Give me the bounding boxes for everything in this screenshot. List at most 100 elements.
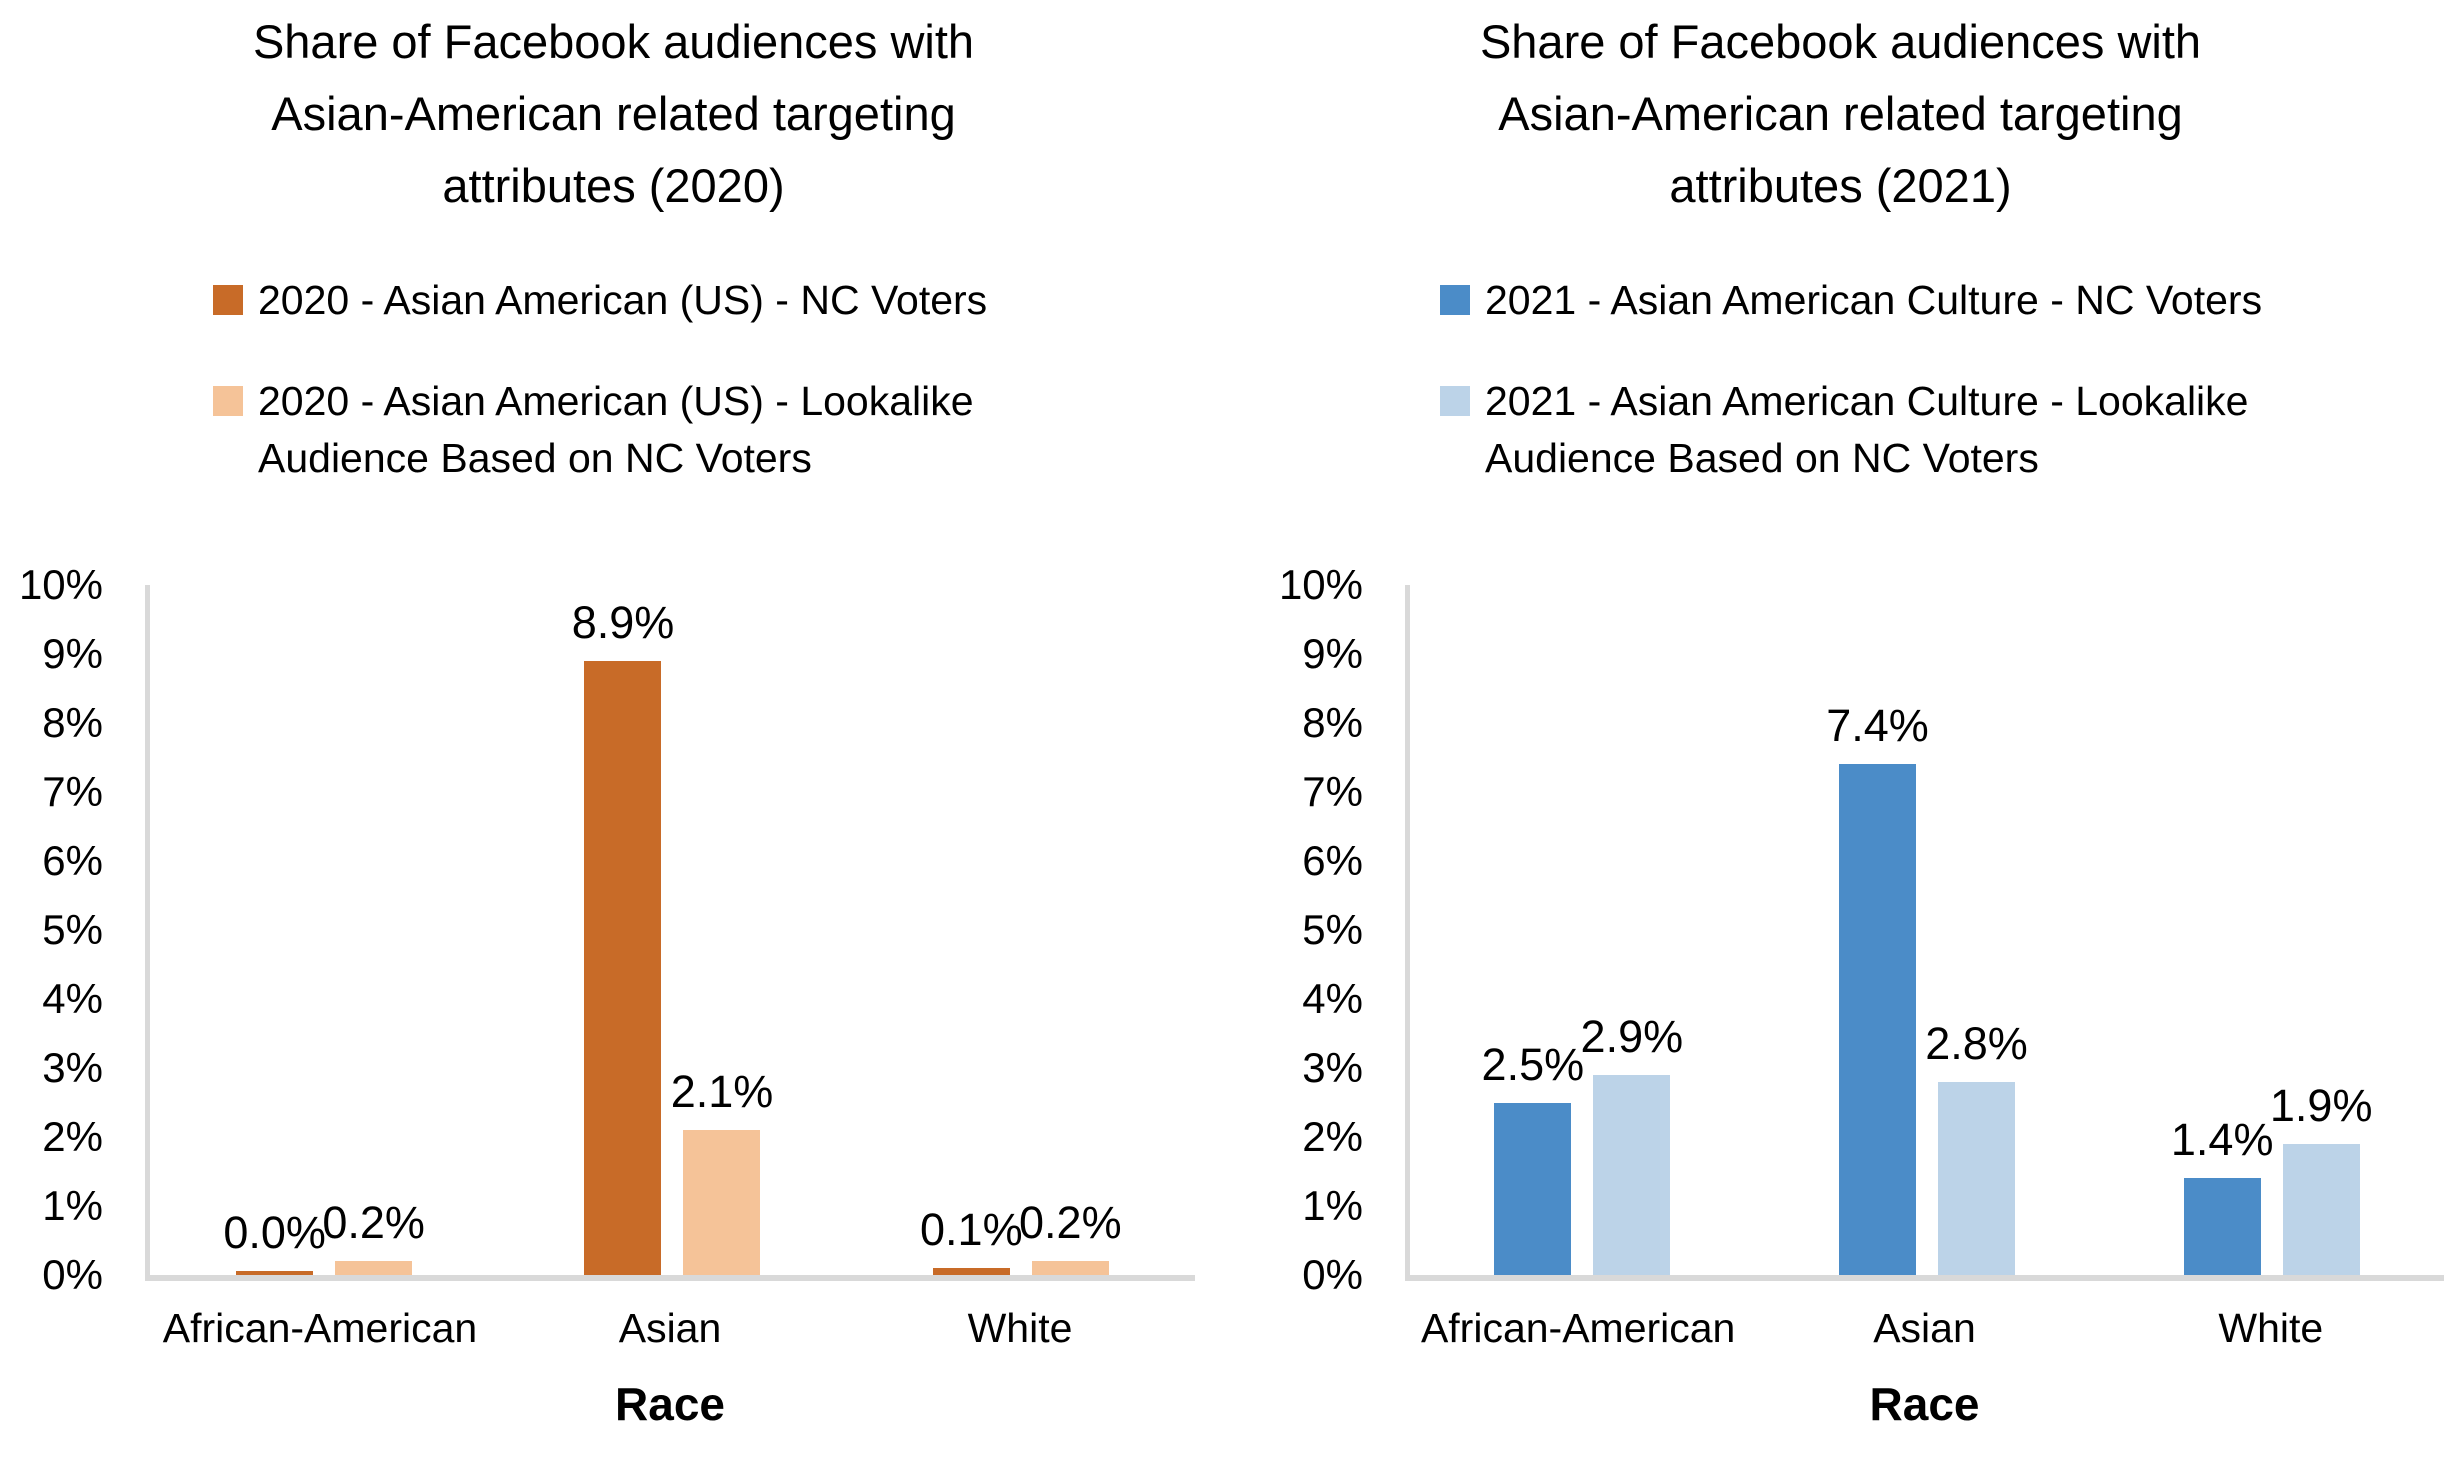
y-tick-label: 0% <box>42 1251 103 1298</box>
bar-value-label: 2.9% <box>1580 1010 1684 1062</box>
y-tick-label: 6% <box>1302 837 1363 884</box>
chart-2021: Share of Facebook audiences with Asian-Am… <box>1227 0 2454 1458</box>
x-axis-title-row: Race <box>0 1353 1227 1433</box>
y-tick-label: 10% <box>18 561 103 608</box>
gutter-spacer <box>1227 1353 1405 1433</box>
y-tick-label: 0% <box>1302 1251 1363 1298</box>
plot-area: 0.0% 0.2% 8.9% 2.1% 0.1% 0.2% <box>145 585 1195 1281</box>
chart-title-line: Asian-American related targeting <box>271 87 956 140</box>
x-axis-title-row: Race <box>1227 1353 2454 1433</box>
bar-value-label: 2.8% <box>1925 1017 2028 1069</box>
y-axis: 0% 1% 2% 3% 4% 5% 6% 7% 8% 9% 10% <box>0 561 145 1298</box>
y-tick-label: 2% <box>42 1113 103 1160</box>
legend-label-line: Audience Based on NC Voters <box>1485 435 2039 481</box>
bar-value-label: 2.1% <box>670 1066 774 1118</box>
bar-series2-white: 1.9% <box>2270 1081 2372 1275</box>
bar-value-label: 1.4% <box>2170 1114 2274 1166</box>
bar-value-label: 1.9% <box>2269 1079 2373 1131</box>
x-axis-title: Race <box>615 1378 725 1430</box>
chart-title: Share of Facebook audiences with Asian-Am… <box>1227 6 2454 222</box>
bar-series1-white: 1.4% <box>2171 1116 2273 1275</box>
y-tick-label: 3% <box>1302 1044 1363 1091</box>
legend-item: 2020 - Asian American (US) - Lookalike Au… <box>213 373 1227 487</box>
bar-series2-white: 0.2% <box>1019 1199 1122 1275</box>
bar-value-label: 0.2% <box>322 1197 425 1249</box>
y-tick-label: 5% <box>42 906 103 953</box>
legend-item: 2021 - Asian American Culture - NC Voter… <box>1440 272 2454 329</box>
bar-series1-african-american: 0.0% <box>223 1209 326 1275</box>
y-tick-label: 1% <box>1302 1182 1363 1229</box>
legend-label-line: Audience Based on NC Voters <box>258 435 812 481</box>
bar-group-asian: 7.4% 2.8% <box>1755 585 2100 1275</box>
x-category-label: Asian <box>1873 1305 1976 1351</box>
legend-swatch-icon <box>1440 386 1470 416</box>
plot-row: 0% 1% 2% 3% 4% 5% 6% 7% 8% 9% 10% 0.0% 0.2% 8.9% 2.1%… <box>0 561 1227 1298</box>
bar-value-label: 0.0% <box>223 1207 326 1258</box>
legend-swatch-icon <box>1440 285 1470 315</box>
bar-series2-african-american: 0.2% <box>322 1199 425 1275</box>
chart-2020: Share of Facebook audiences with Asian-Am… <box>0 6 1227 1433</box>
x-axis-labels: African-American Asian White <box>1405 1303 2444 1353</box>
y-tick-label: 6% <box>42 837 103 884</box>
legend-label: 2020 - Asian American (US) - Lookalike Au… <box>258 373 974 487</box>
x-axis-labels-row: African-American Asian White <box>1227 1281 2454 1353</box>
bar-series1-asian: 7.4% <box>1826 702 1929 1275</box>
y-tick-label: 9% <box>42 630 103 677</box>
bar-value-label: 7.4% <box>1826 700 1929 752</box>
x-category-label: Asian <box>618 1305 722 1351</box>
x-category-label: African-American <box>162 1305 478 1351</box>
y-tick-label: 4% <box>42 975 103 1022</box>
bar-group-african-american: 0.0% 0.2% <box>150 585 498 1275</box>
bar-series1-african-american: 2.5% <box>1482 1040 1584 1275</box>
y-tick-label: 8% <box>42 699 103 746</box>
bar-value-label: 0.1% <box>920 1204 1023 1256</box>
chart-title: Share of Facebook audiences with Asian-Am… <box>0 6 1227 222</box>
chart-title-line: Asian-American related targeting <box>1498 87 2183 140</box>
bar-group-asian: 8.9% 2.1% <box>498 585 846 1275</box>
x-axis-title: Race <box>1869 1378 1980 1430</box>
bar-value-label: 0.2% <box>1019 1197 1122 1249</box>
chart-title-line: Share of Facebook audiences with <box>252 15 975 68</box>
bar-series2-asian: 2.1% <box>671 1068 773 1275</box>
plot-row: 0% 1% 2% 3% 4% 5% 6% 7% 8% 9% 10% 2.5% 2.9% 7.4% 2.8%… <box>1227 561 2454 1298</box>
legend-item: 2021 - Asian American Culture - Lookalik… <box>1440 373 2454 487</box>
bar-series1-white: 0.1% <box>920 1206 1023 1275</box>
y-tick-label: 5% <box>1302 906 1363 953</box>
legend: 2021 - Asian American Culture - NC Voter… <box>1440 272 2454 487</box>
x-category-label: White <box>2218 1305 2324 1351</box>
gutter-spacer <box>0 1353 145 1433</box>
y-tick-label: 3% <box>42 1044 103 1091</box>
x-category-label: African-American <box>1420 1305 1736 1351</box>
bar-series2-asian: 2.8% <box>1925 1019 2028 1275</box>
bar-group-african-american: 2.5% 2.9% <box>1410 585 1755 1275</box>
legend-label: 2020 - Asian American (US) - NC Voters <box>258 272 987 329</box>
y-tick-label: 10% <box>1278 561 1363 608</box>
legend-swatch-icon <box>213 386 243 416</box>
legend-label: 2021 - Asian American Culture - NC Voter… <box>1485 272 2262 329</box>
legend-item: 2020 - Asian American (US) - NC Voters <box>213 272 1227 329</box>
bar-group-white: 0.1% 0.2% <box>847 585 1195 1275</box>
y-tick-label: 7% <box>1302 768 1363 815</box>
legend: 2020 - Asian American (US) - NC Voters 20… <box>213 272 1227 487</box>
legend-label-line: 2020 - Asian American (US) - NC Voters <box>258 277 988 323</box>
chart-title-line: attributes (2021) <box>1669 159 2012 212</box>
x-category-label: White <box>967 1305 1073 1351</box>
y-axis: 0% 1% 2% 3% 4% 5% 6% 7% 8% 9% 10% <box>1227 561 1405 1298</box>
legend-swatch-icon <box>213 285 243 315</box>
x-axis-labels-row: African-American Asian White <box>0 1281 1227 1353</box>
bar-series1-asian: 8.9% <box>572 598 674 1275</box>
legend-label-line: 2020 - Asian American (US) - Lookalike <box>258 378 974 424</box>
y-tick-label: 4% <box>1302 975 1363 1022</box>
chart-title-line: Share of Facebook audiences with <box>1479 15 2202 68</box>
y-tick-label: 8% <box>1302 699 1363 746</box>
y-tick-label: 1% <box>42 1182 103 1229</box>
plot-area: 2.5% 2.9% 7.4% 2.8% 1.4% 1.9% <box>1405 585 2444 1281</box>
y-tick-label: 9% <box>1302 630 1363 677</box>
legend-label: 2021 - Asian American Culture - Lookalik… <box>1485 373 2248 487</box>
bar-value-label: 2.5% <box>1481 1038 1585 1090</box>
bar-series2-african-american: 2.9% <box>1581 1012 1683 1275</box>
gutter-spacer <box>1227 1281 1405 1353</box>
bar-group-white: 1.4% 1.9% <box>2099 585 2444 1275</box>
x-axis-labels: African-American Asian White <box>145 1303 1195 1353</box>
